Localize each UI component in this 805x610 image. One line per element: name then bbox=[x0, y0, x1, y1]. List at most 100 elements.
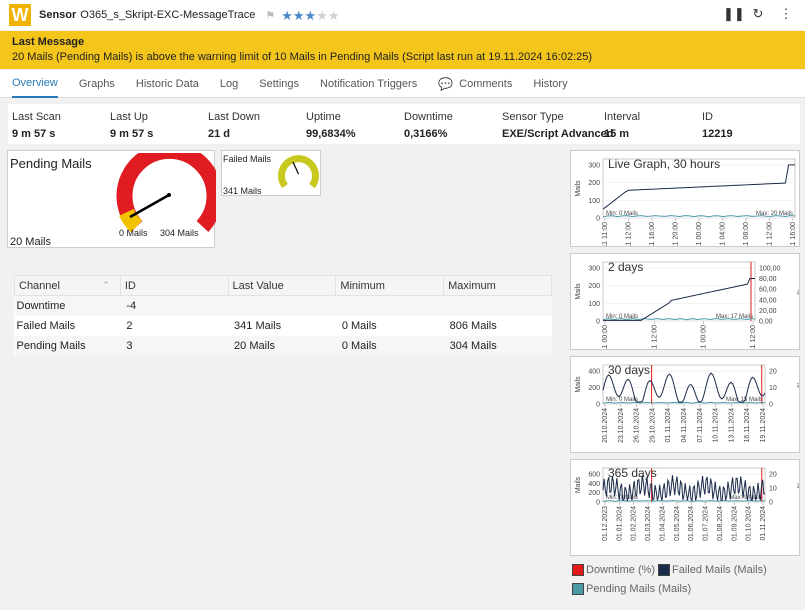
x-tick-label: 01.04.2024 bbox=[659, 506, 666, 541]
pause-icon[interactable]: ❚❚ bbox=[723, 6, 745, 21]
plot-area bbox=[602, 261, 756, 322]
tab-settings[interactable]: Settings bbox=[259, 77, 299, 90]
x-tick-label: 10.11.2024 bbox=[713, 408, 720, 443]
y2-tick-label: 40,00 bbox=[759, 297, 777, 304]
y-tick-label: 200 bbox=[588, 385, 600, 392]
x-tick-label: 26.10.2024 bbox=[634, 408, 641, 443]
gauge-dial bbox=[116, 153, 216, 233]
y2-tick-label: 10 bbox=[769, 385, 777, 392]
x-tick-label: 29.10.2024 bbox=[649, 408, 656, 443]
gauge-max-label: 304 Mails bbox=[160, 228, 199, 238]
cell-max: 304 Mails bbox=[443, 335, 552, 356]
y2-tick-label: 10 bbox=[769, 486, 777, 493]
gauge-needle bbox=[292, 161, 300, 175]
flag-icon[interactable]: ⚑ bbox=[265, 9, 276, 22]
gauge-dial bbox=[278, 155, 319, 189]
x-tick-label: 01.11.2024 bbox=[665, 408, 672, 443]
gauge-value: 341 Mails bbox=[223, 186, 262, 196]
y2-tick-label: 0 bbox=[769, 402, 773, 409]
gauge-min-label: 0 Mails bbox=[119, 228, 148, 238]
y-tick-label: 200 bbox=[588, 490, 600, 497]
cell-id: 3 bbox=[120, 335, 229, 356]
y2-axis-label: % bbox=[795, 482, 800, 488]
graph-2-days[interactable]: Mails 300 200 100 0 100,00 80,00 60,00 40,00 20,0… bbox=[570, 253, 800, 350]
col-channel[interactable]: Channel ⌃ bbox=[14, 275, 121, 296]
min-label: Min: 0 Mails bbox=[606, 211, 638, 217]
star-icon[interactable]: ★ bbox=[316, 7, 328, 23]
y2-tick-label: 0 bbox=[769, 500, 773, 507]
y-axis-label: Mails bbox=[575, 180, 582, 197]
tab-overview[interactable]: Overview bbox=[12, 70, 58, 98]
priority-stars[interactable]: ★ ★ ★ ★ ★ bbox=[281, 9, 339, 22]
refresh-icon[interactable]: ↻ bbox=[752, 6, 764, 21]
pending-mails-series bbox=[602, 215, 796, 218]
legend-failed-mails[interactable]: Failed Mails (Mails) bbox=[658, 564, 767, 576]
cell-last: 20 Mails bbox=[228, 335, 336, 356]
gauge-title: Pending Mails bbox=[10, 156, 92, 171]
x-tick-label: 18.11 12:00 bbox=[626, 222, 633, 247]
failed-mails-gauge[interactable]: Failed Mails 341 Mails bbox=[221, 150, 321, 196]
legend-swatch bbox=[572, 564, 584, 576]
col-minimum[interactable]: Minimum bbox=[335, 275, 445, 296]
star-icon[interactable]: ★ bbox=[304, 7, 317, 23]
graph-title: 30 days bbox=[608, 363, 651, 377]
cell-max: 806 Mails bbox=[443, 315, 552, 336]
graph-30-days[interactable]: Mails 400 200 0 20 10 0% 20.10.2024 23.10.2024 26… bbox=[570, 356, 800, 453]
x-tick-label: 19.11.2024 bbox=[760, 408, 767, 443]
gauge-hub bbox=[167, 193, 171, 197]
col-maximum[interactable]: Maximum bbox=[443, 275, 552, 296]
star-icon[interactable]: ★ bbox=[327, 7, 340, 23]
stat-interval: Interval 15 m bbox=[604, 111, 641, 140]
star-icon[interactable]: ★ bbox=[292, 7, 305, 23]
y2-tick-label: 20,00 bbox=[759, 308, 777, 315]
tab-graphs[interactable]: Graphs bbox=[78, 77, 115, 90]
x-tick-label: 01.02.2024 bbox=[631, 506, 638, 541]
last-message-title: Last Message bbox=[12, 36, 85, 48]
header-actions: ❚❚ ↻ ⋮ bbox=[723, 6, 793, 22]
x-tick-label: 19.11 04:00 bbox=[720, 222, 727, 247]
max-label: Max: 20 Mails bbox=[756, 211, 793, 217]
y2-tick-label: 60,00 bbox=[759, 287, 777, 294]
tab-comments[interactable]: 💬 Comments bbox=[438, 76, 513, 91]
tab-historic-data[interactable]: Historic Data bbox=[135, 77, 199, 90]
col-last-value[interactable]: Last Value bbox=[227, 275, 337, 296]
tab-history[interactable]: History bbox=[533, 77, 568, 90]
table-header-row: Channel ⌃ ID Last Value Minimum Maximum bbox=[14, 275, 552, 296]
y-tick-label: 300 bbox=[588, 266, 600, 273]
cell-channel: Downtime bbox=[14, 295, 121, 316]
x-tick-label: 19.11 00:00 bbox=[696, 222, 703, 247]
legend-swatch bbox=[572, 583, 584, 595]
tab-log[interactable]: Log bbox=[219, 77, 239, 90]
legend-downtime[interactable]: Downtime (%) bbox=[572, 564, 655, 576]
y2-tick-label: 20 bbox=[769, 472, 777, 479]
cell-min: 0 Mails bbox=[335, 315, 444, 336]
star-icon[interactable]: ★ bbox=[281, 7, 293, 23]
graph-live-30-hours[interactable]: Mails 300 200 100 0 18.11 11:00 18.11 12:00 18.… bbox=[570, 150, 800, 247]
graph-plot: Mails 600 400 200 0 20 10 0% 01.12.2023 01.01.202… bbox=[575, 467, 800, 541]
sort-icon: ⌃ bbox=[102, 279, 110, 290]
cell-last bbox=[228, 295, 336, 316]
table-row[interactable]: Failed Mails 2 341 Mails 0 Mails 806 Mai… bbox=[14, 315, 552, 336]
min-label: Min: 0 Mails bbox=[606, 314, 638, 320]
col-id[interactable]: ID bbox=[119, 275, 229, 296]
x-tick-label: 01.09.2024 bbox=[731, 506, 738, 541]
graph-365-days[interactable]: Mails 600 400 200 0 20 10 0% 01.12.2023 01.01.202… bbox=[570, 459, 800, 556]
x-tick-label: 19.11 16:00 bbox=[790, 222, 797, 247]
y-axis-label: Mails bbox=[575, 476, 582, 493]
pending-mails-gauge[interactable]: Pending Mails 0 Mails 304 Mails 20 Mails bbox=[7, 150, 216, 248]
x-tick-label: 19.11 12:00 bbox=[767, 222, 774, 247]
x-tick-label: 19.11 12:00 bbox=[750, 325, 757, 350]
y-tick-label: 0 bbox=[596, 402, 600, 409]
sensor-stats: Last Scan 9 m 57 s Last Up 9 m 57 s Last D… bbox=[8, 104, 800, 144]
more-icon[interactable]: ⋮ bbox=[779, 6, 793, 21]
graph-plot: Mails 300 200 100 0 100,00 80,00 60,00 40,00 20,0… bbox=[575, 261, 799, 350]
legend-pending-mails[interactable]: Pending Mails (Mails) bbox=[572, 583, 691, 595]
gauge-yellow-arc bbox=[119, 208, 143, 233]
table-row[interactable]: Downtime -4 bbox=[14, 295, 552, 316]
x-tick-label: 18.11 16:00 bbox=[649, 222, 656, 247]
tab-notification-triggers[interactable]: Notification Triggers bbox=[320, 77, 418, 90]
table-row[interactable]: Pending Mails 3 20 Mails 0 Mails 304 Mai… bbox=[14, 335, 552, 356]
y-axis-label: Mails bbox=[575, 376, 582, 393]
x-tick-label: 13.11.2024 bbox=[728, 408, 735, 443]
status-logo: W bbox=[9, 4, 31, 26]
